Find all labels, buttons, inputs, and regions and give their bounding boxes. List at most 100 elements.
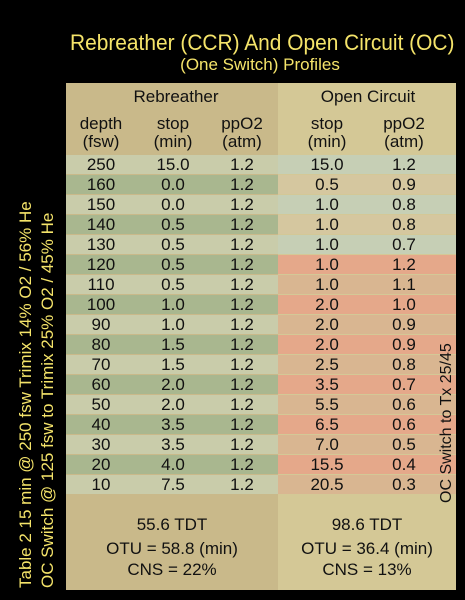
table-row: 100 1.0 1.2 2.0 1.0 xyxy=(66,295,456,314)
ccr-ppo2-cell: 1.2 xyxy=(230,195,254,214)
oc-stop-cell: 15.5 xyxy=(310,455,344,474)
ccr-ppo2-cell: 1.2 xyxy=(230,255,254,274)
oc-stop-cell: 1.0 xyxy=(315,195,339,214)
oc-stop-cell: 2.0 xyxy=(315,335,339,354)
ccr-row-bg xyxy=(66,175,278,194)
ccr-row-bg xyxy=(66,395,278,414)
open-circuit-header: Open Circuit xyxy=(320,87,416,106)
oc-row-bg xyxy=(278,215,456,234)
table-row: 10 7.5 1.2 20.5 0.3 xyxy=(66,475,456,494)
ccr-ppo2-cell: 1.2 xyxy=(230,335,254,354)
oc-stop-cell: 2.5 xyxy=(315,355,339,374)
depth-cell: 40 xyxy=(91,415,111,434)
depth-cell: 250 xyxy=(86,155,116,174)
ccr-stop-cell: 0.5 xyxy=(161,255,185,274)
ccr-ppo2-cell: 1.2 xyxy=(230,215,254,234)
ccr-stop-cell: 4.0 xyxy=(161,455,185,474)
ccr-ppo2-cell: 1.2 xyxy=(230,155,254,174)
deco-table: Rebreather Open Circuit depth (fsw) stop… xyxy=(66,83,456,590)
oc-ppo2-cell: 0.6 xyxy=(392,395,416,414)
table-row: 140 0.5 1.2 1.0 0.8 xyxy=(66,215,456,234)
oc-row-bg xyxy=(278,195,456,214)
depth-cell: 50 xyxy=(91,395,111,414)
ccr-stop-cell: 1.0 xyxy=(161,315,185,334)
oc-ppo2-cell: 0.9 xyxy=(392,315,416,334)
depth-cell: 10 xyxy=(91,475,111,494)
table-row: 150 0.0 1.2 1.0 0.8 xyxy=(66,195,456,214)
ccr-row-bg xyxy=(66,295,278,314)
oc-ppo2-cell: 0.7 xyxy=(392,235,416,254)
ccr-ppo2-cell: 1.2 xyxy=(230,355,254,374)
depth-unit: (fsw) xyxy=(82,132,120,151)
oc-ppo2-cell: 0.9 xyxy=(392,175,416,194)
ccr-ppo2-cell: 1.2 xyxy=(230,295,254,314)
depth-cell: 160 xyxy=(86,175,116,194)
ccr-row-bg xyxy=(66,215,278,234)
oc-stop-cell: 0.5 xyxy=(315,175,339,194)
oc-stop-cell: 2.0 xyxy=(315,315,339,334)
depth-cell: 70 xyxy=(91,355,111,374)
ccr-stop-header: stop xyxy=(156,114,190,133)
ccr-row-bg xyxy=(66,275,278,294)
oc-ppo2-header: ppO2 xyxy=(383,114,425,133)
ccr-stop-cell: 0.5 xyxy=(161,215,185,234)
oc-stop-cell: 2.0 xyxy=(315,295,339,314)
depth-cell: 110 xyxy=(87,275,115,294)
oc-ppo2-cell: 0.7 xyxy=(392,375,416,394)
ccr-stop-cell: 0.5 xyxy=(161,275,185,294)
ccr-ppo2-cell: 1.2 xyxy=(230,455,254,474)
oc-row-bg xyxy=(278,455,456,474)
ccr-row-bg xyxy=(66,255,278,274)
ccr-stop-cell: 2.0 xyxy=(161,375,185,394)
oc-row-bg xyxy=(278,335,456,354)
page-title: Rebreather (CCR) And Open Circuit (OC) xyxy=(70,30,455,55)
side-label-table-info: Table 2 15 min @ 250 fsw Trimix 14% O2 /… xyxy=(16,201,35,588)
oc-ppo2-unit: (atm) xyxy=(384,132,424,151)
oc-ppo2-cell: 0.8 xyxy=(392,355,416,374)
oc-cns: CNS = 13% xyxy=(322,560,412,579)
depth-cell: 120 xyxy=(86,255,116,274)
oc-stop-cell: 3.5 xyxy=(315,375,339,394)
ccr-stop-cell: 0.0 xyxy=(161,175,185,194)
ccr-ppo2-cell: 1.2 xyxy=(230,175,254,194)
ccr-stop-unit: (min) xyxy=(153,132,193,151)
oc-stop-unit: (min) xyxy=(307,132,347,151)
table-row: 70 1.5 1.2 2.5 0.8 xyxy=(66,355,456,374)
depth-cell: 30 xyxy=(91,435,111,454)
ccr-stop-cell: 3.5 xyxy=(161,415,185,434)
ccr-ppo2-cell: 1.2 xyxy=(230,235,254,254)
page-subtitle: (One Switch) Profiles xyxy=(180,55,340,74)
oc-row-bg xyxy=(278,475,456,494)
ccr-row-bg xyxy=(66,415,278,434)
ccr-stop-cell: 2.0 xyxy=(161,395,185,414)
ccr-stop-cell: 1.5 xyxy=(161,335,185,354)
oc-row-bg xyxy=(278,155,456,174)
ccr-ppo2-header: ppO2 xyxy=(221,114,263,133)
ccr-row-bg xyxy=(66,435,278,454)
oc-row-bg xyxy=(278,375,456,394)
table-row: 60 2.0 1.2 3.5 0.7 xyxy=(66,375,456,394)
table-row: 90 1.0 1.2 2.0 0.9 xyxy=(66,315,456,334)
oc-row-bg xyxy=(278,275,456,294)
oc-stop-cell: 1.0 xyxy=(315,235,339,254)
oc-ppo2-cell: 1.2 xyxy=(392,255,416,274)
oc-stop-cell: 1.0 xyxy=(315,275,339,294)
table-row: 40 3.5 1.2 6.5 0.6 xyxy=(66,415,456,434)
table-row: 20 4.0 1.2 15.5 0.4 xyxy=(66,455,456,474)
oc-row-bg xyxy=(278,435,456,454)
oc-ppo2-cell: 1.0 xyxy=(392,295,416,314)
oc-otu: OTU = 36.4 (min) xyxy=(301,539,433,558)
oc-stop-cell: 1.0 xyxy=(315,255,339,274)
oc-ppo2-cell: 1.1 xyxy=(392,275,416,294)
table-row: 30 3.5 1.2 7.0 0.5 xyxy=(66,435,456,454)
oc-ppo2-cell: 0.9 xyxy=(392,335,416,354)
oc-ppo2-cell: 0.6 xyxy=(392,415,416,434)
ccr-tdt: 55.6 TDT xyxy=(136,515,208,534)
ccr-row-bg xyxy=(66,375,278,394)
oc-stop-cell: 5.5 xyxy=(315,395,339,414)
ccr-ppo2-unit: (atm) xyxy=(222,132,262,151)
table-row: 50 2.0 1.2 5.5 0.6 xyxy=(66,395,456,414)
ccr-stop-cell: 3.5 xyxy=(161,435,185,454)
depth-cell: 60 xyxy=(91,375,111,394)
oc-ppo2-cell: 0.8 xyxy=(392,195,416,214)
